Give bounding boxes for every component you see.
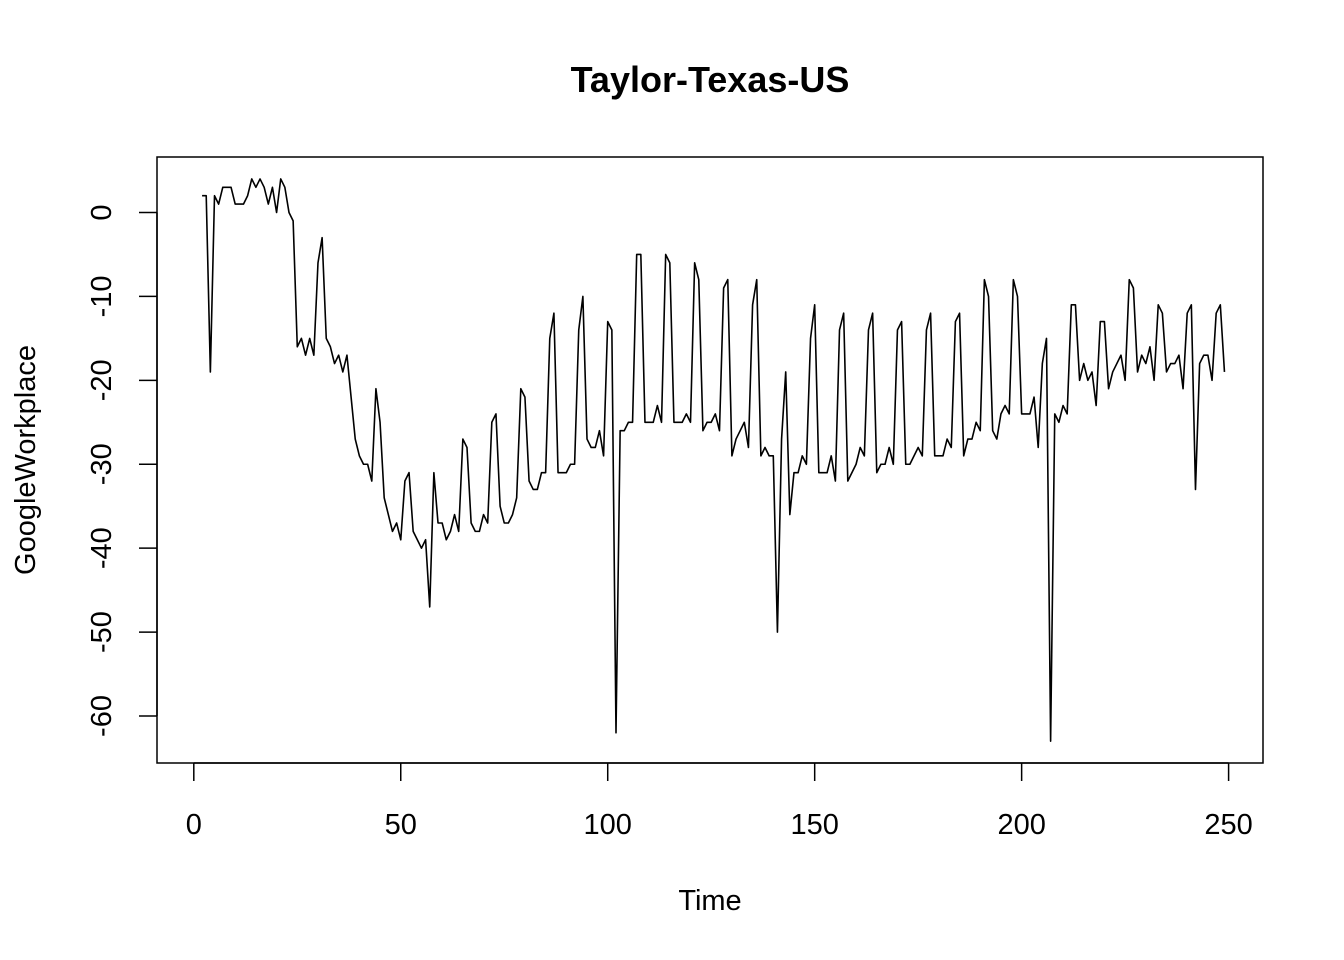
chart-title: Taylor-Texas-US [571, 59, 850, 100]
x-tick-label: 100 [584, 809, 632, 841]
x-tick-label: 200 [997, 809, 1045, 841]
x-axis: 0 50 100 150 200 250 [186, 762, 1253, 841]
y-tick-label: -30 [86, 443, 118, 485]
y-tick-label: 0 [86, 204, 118, 220]
y-axis-label: GoogleWorkplace [10, 345, 42, 575]
x-tick-label: 250 [1204, 809, 1252, 841]
y-axis: 0 -10 -20 -30 -40 -50 -60 [86, 204, 158, 737]
y-tick-label: -10 [86, 275, 118, 317]
series-line [202, 178, 1226, 742]
x-tick-label: 50 [385, 809, 417, 841]
y-tick-label: -20 [86, 359, 118, 401]
y-tick-label: -50 [86, 611, 118, 653]
x-tick-label: 150 [790, 809, 838, 841]
x-axis-label: Time [678, 885, 741, 917]
y-tick-label: -40 [86, 527, 118, 569]
x-tick-label: 0 [186, 809, 202, 841]
y-tick-label: -60 [86, 695, 118, 737]
